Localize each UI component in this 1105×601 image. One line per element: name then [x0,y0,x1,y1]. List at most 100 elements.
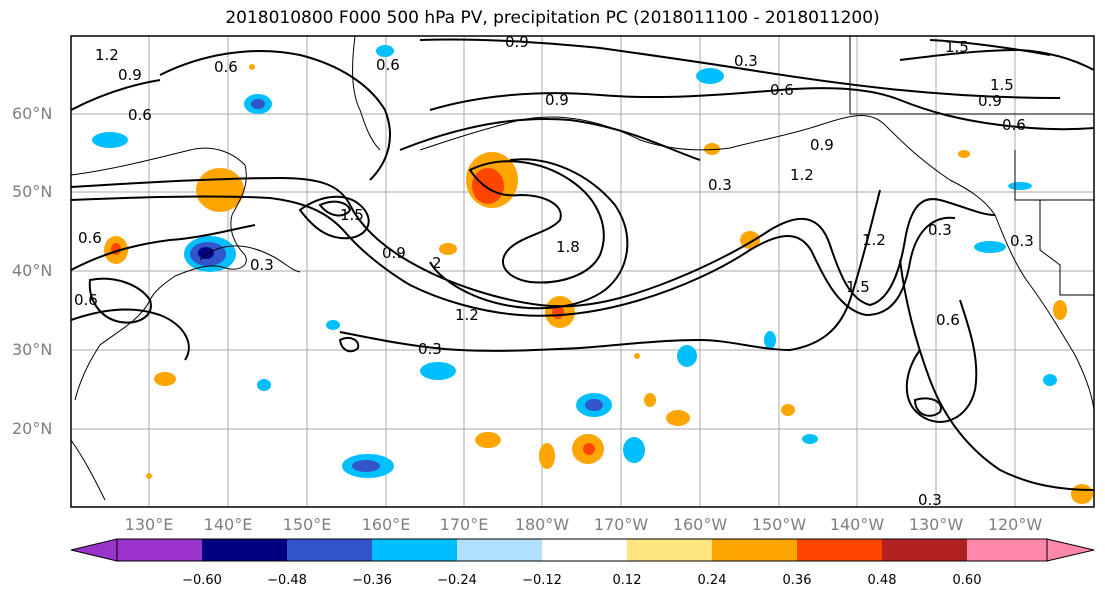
colorbar-segment [627,539,712,561]
graticule [71,36,1094,507]
precip-patch-positive [249,64,255,70]
precip-patch-positive [958,150,970,158]
precip-patch-positive [154,372,176,386]
lat-label: 20°N [12,419,53,438]
colorbar-tick-label: −0.60 [182,573,222,588]
precip-patch-positive [539,443,555,469]
contour-label: 0.6 [1002,116,1026,134]
colorbar-tick-label: 0.12 [612,573,642,588]
colorbar-segment [372,539,457,561]
colorbar-tick-label: −0.12 [522,573,562,588]
contour-label: 0.3 [250,256,274,274]
lon-label: 180°W [514,515,570,534]
colorbar-tick-label: −0.36 [352,573,392,588]
lon-label: 150°E [282,515,332,534]
contour-label: 0.9 [545,91,569,109]
contour-label: 0.6 [376,56,400,74]
lon-label: 140°W [829,515,885,534]
precip-patch-negative [585,399,603,411]
precip-patch-positive [1053,300,1067,320]
lat-label: 40°N [12,261,53,280]
colorbar-segment [117,539,202,561]
contour-label: 1.5 [846,278,870,296]
precip-patch-negative [251,99,265,109]
lon-label: 130°E [124,515,174,534]
lon-label: 130°W [908,515,964,534]
precip-patch-positive [644,393,656,407]
precip-patch-positive [472,168,504,204]
contour-label: 1.2 [862,231,886,249]
contour-label: 1.2 [790,166,814,184]
contour-label: 0.6 [770,81,794,99]
contour-label: 0.9 [118,66,142,84]
contour-label: 0.3 [928,221,952,239]
pv-contours [70,38,1095,491]
contour-label: 0.6 [74,291,98,309]
precip-patch-positive [634,353,640,359]
contour-label: 0.6 [214,58,238,76]
colorbar-segment [287,539,372,561]
colorbar [70,538,1095,562]
contour-label: 0.6 [936,311,960,329]
colorbar-segment [202,539,287,561]
precip-patch-positive [781,404,795,416]
precip-patch-positive [146,473,152,479]
precip-patch-negative [974,241,1006,253]
contour-label: 0.3 [418,340,442,358]
precip-patch-positive [583,443,595,455]
contour-label: 1.8 [556,238,580,256]
colorbar-tick-label: 0.48 [867,573,897,588]
precip-patch-negative [352,460,380,472]
contour-label: 1.5 [945,38,969,56]
precip-patch-negative [764,331,776,349]
lon-label: 160°E [361,515,411,534]
precip-patch-positive [704,143,720,155]
colorbar-tick-label: 0.36 [782,573,812,588]
lon-label: 170°E [439,515,489,534]
colorbar-tick-label: −0.48 [267,573,307,588]
colorbar-segment [542,539,627,561]
contour-labels: 1.2 0.9 0.6 0.6 0.6 0.9 0.3 0.6 0.9 1.5 … [74,33,1034,509]
colorbar-segment [967,539,1047,561]
lon-label: 170°W [593,515,649,534]
map-title: 2018010800 F000 500 hPa PV, precipitatio… [225,8,880,28]
precip-patches [92,45,1093,504]
contour-label: 0.9 [382,244,406,262]
contour-label: 0.3 [708,176,732,194]
precip-patch-negative [326,320,340,330]
precip-patch-negative [257,379,271,391]
contour-label: 0.6 [128,106,152,124]
lon-label: 120°W [987,515,1043,534]
colorbar-extend-max [1046,538,1095,562]
contour-label: 1.2 [95,46,119,64]
precip-patch-negative [1008,182,1032,190]
contour-label: 0.9 [810,136,834,154]
colorbar-tick-label: 0.60 [952,573,982,588]
contour-label: 1.5 [340,206,364,224]
lon-label: 140°E [203,515,253,534]
colorbar-segment [797,539,882,561]
coastlines [70,35,1095,501]
colorbar-tick-label: −0.24 [437,573,477,588]
colorbar-segment [712,539,797,561]
lat-label: 30°N [12,340,53,359]
colorbar-tick-label: 0.24 [697,573,727,588]
contour-label: 0.9 [505,33,529,51]
precip-patch-negative [623,437,645,463]
contour-label: 1.5 [990,76,1014,94]
contour-label: 0.9 [978,92,1002,110]
lat-label: 50°N [12,182,53,201]
precip-patch-negative [376,45,394,57]
precip-patch-negative [677,345,697,367]
contour-label: 1.2 [455,306,479,324]
precip-patch-positive [1071,484,1093,504]
precip-patch-negative [420,362,456,380]
contour-label: 0.3 [1010,232,1034,250]
precip-patch-negative [1043,374,1057,386]
contour-label: 0.6 [78,229,102,247]
colorbar-outline [116,538,1048,562]
map-frame [70,35,1095,508]
precip-patch-positive [666,410,690,426]
precip-patch-negative [92,132,128,148]
